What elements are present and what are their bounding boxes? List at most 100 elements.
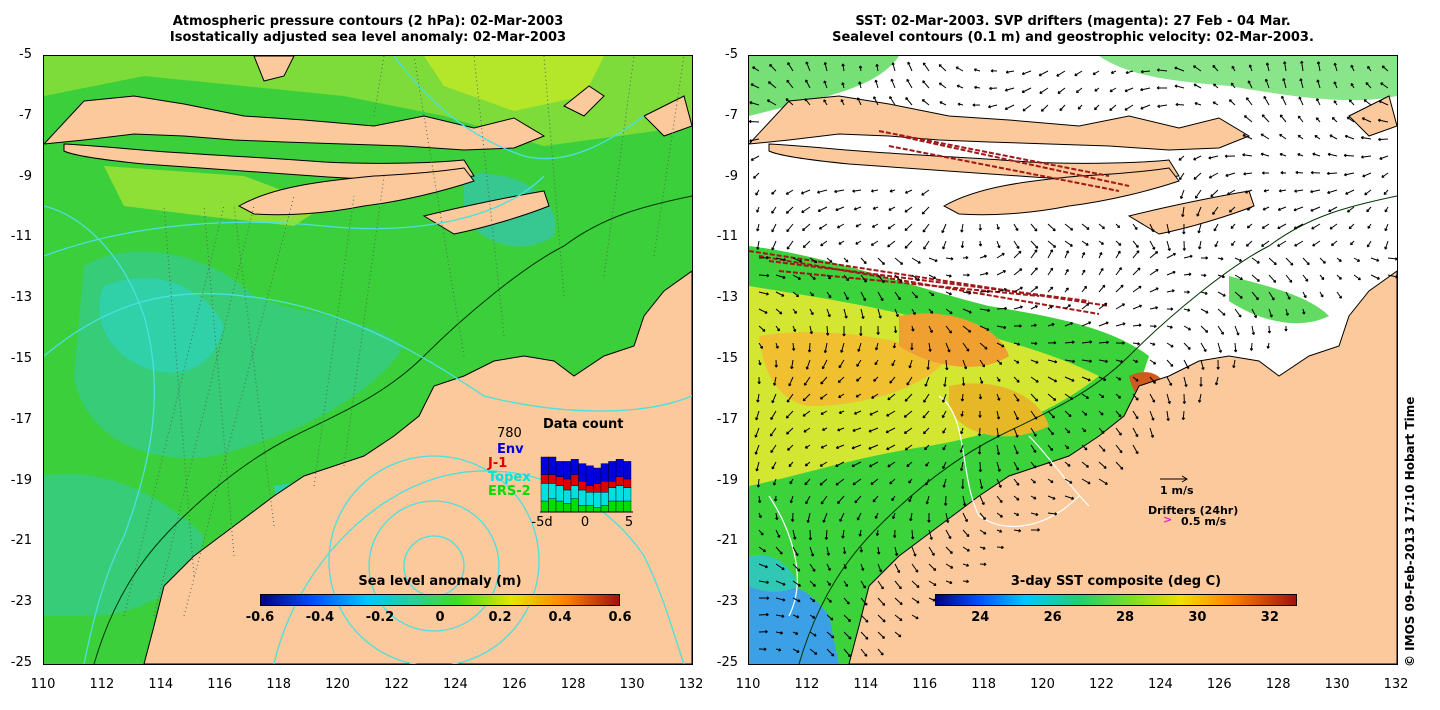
x-tick-label: 124 [1147,677,1173,692]
velocity-arrow [1279,133,1287,140]
velocity-arrow [1384,206,1389,213]
velocity-arrow [962,273,970,277]
velocity-arrow [1081,376,1091,382]
velocity-arrow [1013,305,1023,310]
velocity-arrow [996,223,1000,230]
data-count-bar-segment [615,500,624,513]
data-count-bar-segment [600,463,609,482]
velocity-arrow [910,529,915,540]
velocity-arrow [836,223,845,229]
velocity-arrow [962,255,969,260]
data-count-bar-segment [570,485,579,499]
data-count-bar-segment [585,492,594,506]
velocity-arrow [926,359,930,370]
velocity-arrow [1212,101,1219,106]
velocity-arrow [1064,250,1070,259]
velocity-arrow [1149,287,1159,293]
velocity-arrow [1149,427,1155,438]
velocity-arrow [960,223,964,233]
velocity-arrow [843,274,849,282]
velocity-arrow [1115,461,1124,470]
velocity-arrow [894,580,902,590]
velocity-arrow [1115,250,1121,259]
velocity-arrow [860,614,869,623]
velocity-arrow [1132,410,1139,420]
velocity-arrow [955,66,964,72]
velocity-arrow [860,257,867,265]
velocity-arrow [928,274,937,280]
velocity-arrow [1333,62,1338,72]
velocity-arrow [840,342,845,353]
velocity-arrow [842,546,847,555]
velocity-arrow [835,206,845,212]
velocity-arrow [941,410,947,419]
velocity-arrow [923,427,930,435]
velocity-arrow [1179,172,1185,181]
velocity-arrow [808,529,813,541]
velocity-arrow [922,62,930,72]
velocity-arrow [1260,133,1270,140]
velocity-arrow [911,546,917,557]
velocity-arrow [1379,155,1389,160]
velocity-arrow [869,461,879,468]
velocity-arrow [786,393,794,403]
velocity-arrow [868,444,879,450]
velocity-arrow [826,631,835,639]
velocity-arrow [1268,291,1275,301]
velocity-arrow [792,308,797,314]
velocity-arrow [911,614,919,620]
sea-level-anomaly-map[interactable] [43,55,693,665]
velocity-arrow [1336,291,1342,299]
velocity-arrow [1166,393,1171,404]
velocity-arrow [873,96,879,106]
velocity-arrow [973,68,981,72]
velocity-arrow [817,206,828,213]
velocity-arrow [1098,444,1106,452]
velocity-arrow [752,66,760,72]
velocity-arrow [911,257,921,264]
drifter-tracks [749,130,1130,315]
velocity-arrow [1326,171,1338,176]
velocity-arrow [1212,64,1219,72]
velocity-arrow [1040,104,1049,112]
velocity-arrow [956,84,964,89]
velocity-arrow [1285,308,1289,316]
drifters-scale-label: 0.5 m/s [1181,515,1227,528]
velocity-arrow [1214,240,1219,248]
velocity-arrow [843,257,849,263]
velocity-arrow [774,359,778,368]
velocity-arrow [1149,324,1157,328]
velocity-arrow [821,359,828,370]
velocity-arrow [755,410,760,421]
velocity-arrow [894,274,903,283]
velocity-arrow [820,376,828,385]
velocity-arrow [1248,64,1253,72]
velocity-arrow [1344,134,1355,140]
velocity-arrow [1183,342,1191,350]
velocity-arrow [1280,171,1287,175]
geostrophic-velocity-arrows [749,60,1397,658]
y-tick-label: -13 [716,290,738,306]
velocity-arrow [961,478,965,490]
velocity-arrow [772,478,777,486]
colorbar-tick-label: 24 [971,610,990,625]
velocity-arrow [923,240,930,250]
velocity-arrow [785,98,794,106]
y-tick-label: -21 [716,533,738,549]
velocity-arrow [860,648,868,657]
sst-map[interactable] [748,55,1398,665]
velocity-arrow [1166,252,1177,259]
data-count-bar-segment [623,461,632,480]
velocity-arrow [1261,114,1270,123]
data-count-bar-segment [570,474,579,486]
velocity-arrow [904,393,913,402]
velocity-arrow [1149,410,1155,421]
velocity-arrow [1064,321,1074,327]
velocity-arrow [1075,87,1083,94]
velocity-arrow [749,119,760,124]
x-tick-label: 118 [971,677,997,692]
velocity-arrow [855,223,862,228]
velocity-arrow [1047,444,1054,451]
velocity-arrow [1030,341,1038,346]
velocity-arrow [1380,82,1389,89]
